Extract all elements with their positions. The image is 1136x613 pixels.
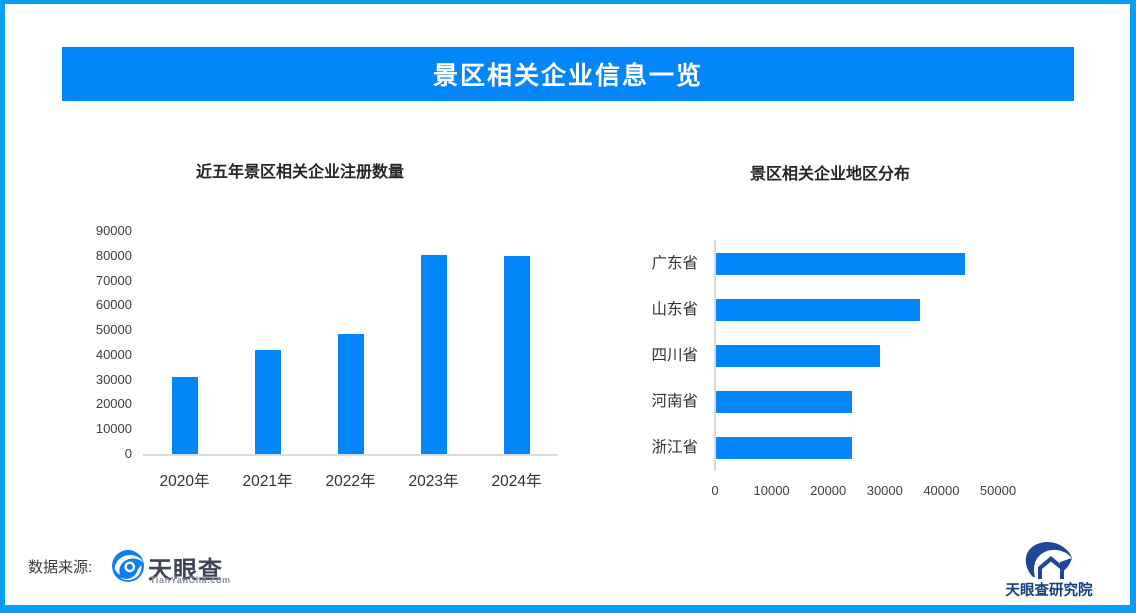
- right-chart-axis-line: [714, 240, 716, 471]
- x-category-label: 2022年: [325, 473, 376, 490]
- y-tick-label: 50000: [95, 322, 132, 338]
- data-source-label: 数据来源:: [28, 559, 93, 576]
- x-category-label: 2021年: [242, 473, 293, 490]
- y-tick-label: 10000: [95, 421, 132, 437]
- y-tick-label: 20000: [95, 396, 132, 412]
- x-category-label: 2020年: [159, 473, 210, 490]
- page-border-top: [0, 0, 1136, 4]
- y-tick-label: 60000: [95, 297, 132, 313]
- left-chart-title: 近五年景区相关企业注册数量: [195, 164, 404, 181]
- header-banner: 景区相关企业信息一览: [62, 47, 1074, 101]
- category-label: 浙江省: [651, 439, 698, 456]
- y-tick-label: 90000: [95, 223, 132, 238]
- bar-2021年: [254, 349, 281, 454]
- category-label: 山东省: [651, 301, 698, 318]
- left-chart-plot-area: [143, 231, 558, 456]
- x-tick-label: 0: [711, 483, 719, 498]
- bar-2024年: [503, 255, 530, 454]
- left-chart-category-labels: 2020年 2021年 2022年 2023年 2024年: [143, 469, 558, 491]
- page-border-left: [0, 0, 5, 613]
- bar-2020年: [171, 377, 198, 454]
- left-chart-y-axis-labels: 0 10000 20000 30000 40000 50000 60000 70000 8000…: [54, 0, 132, 613]
- page-border-right: [1130, 0, 1136, 613]
- x-tick-label: 20000: [810, 483, 847, 498]
- right-chart-category-labels: 广东省山东省四川省河南省浙江省: [620, 240, 698, 471]
- bar-山东省: [716, 299, 920, 321]
- y-tick-label: 70000: [95, 272, 132, 288]
- x-tick-label: 50000: [979, 483, 1017, 498]
- bar-广东省: [716, 253, 966, 275]
- y-tick-label: 0: [124, 446, 132, 461]
- y-tick-label: 30000: [95, 371, 132, 387]
- page-border-bottom: [0, 605, 1136, 613]
- category-label: 四川省: [651, 347, 698, 364]
- category-label: 河南省: [651, 393, 698, 410]
- right-chart-plot-area: [716, 240, 1116, 471]
- category-label: 广东省: [651, 255, 698, 272]
- right-chart-x-axis-labels: 0 10000 20000 30000 40000 50000: [0, 483, 1136, 501]
- tianyancha-eye-icon: [112, 550, 144, 582]
- x-tick-label: 10000: [753, 483, 790, 498]
- x-category-label: 2024年: [491, 473, 542, 490]
- y-tick-label: 40000: [95, 346, 132, 362]
- tianyancha-logo-url: TianYanCha.com: [150, 574, 231, 585]
- bar-河南省: [716, 391, 852, 413]
- bar-2023年: [420, 254, 447, 454]
- y-tick-label: 80000: [95, 247, 132, 263]
- bar-浙江省: [716, 437, 852, 459]
- x-category-label: 2023年: [408, 473, 459, 490]
- x-tick-label: 40000: [923, 483, 960, 498]
- research-institute-label: 天眼查研究院: [1005, 583, 1093, 599]
- page-title: 景区相关企业信息一览: [432, 62, 703, 90]
- right-chart-title: 景区相关企业地区分布: [749, 166, 910, 183]
- tianyancha-logo-text: 天眼查: [148, 557, 223, 584]
- x-tick-label: 30000: [866, 483, 903, 498]
- bar-四川省: [716, 345, 881, 367]
- research-institute-icon: [1025, 541, 1072, 579]
- bar-2022年: [337, 333, 364, 454]
